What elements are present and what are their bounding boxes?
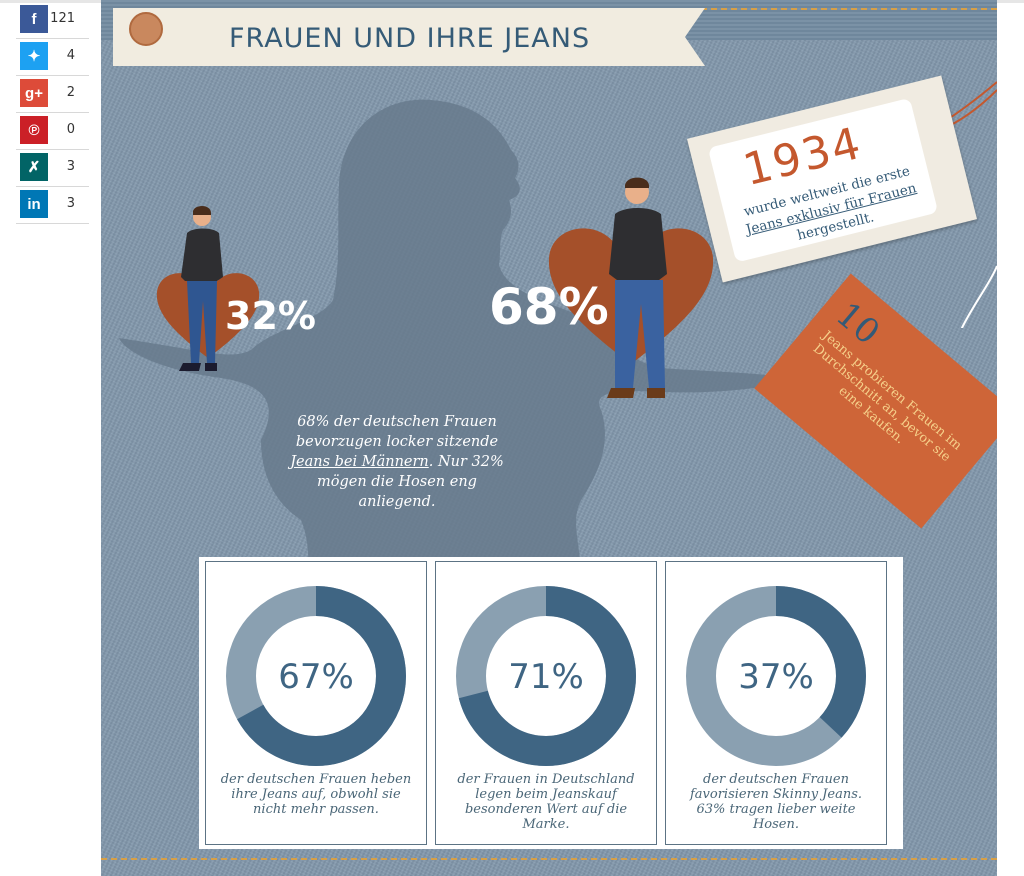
share-count: 3	[66, 196, 75, 211]
xing-icon[interactable]: ✗	[20, 153, 48, 181]
stat-cell: 37% der deutschen Frauen favorisieren Sk…	[665, 561, 887, 845]
share-count: 2	[66, 85, 75, 100]
jeans-preference-quote: 68% der deutschen Frauen bevorzugen lock…	[277, 412, 517, 512]
stat-cell: 67% der deutschen Frauen heben ihre Jean…	[205, 561, 427, 845]
slim-fit-percentage: 32%	[225, 294, 316, 338]
share-count: 0	[66, 122, 75, 137]
share-xing[interactable]: ✗ 3	[16, 150, 89, 187]
donut-arc	[226, 586, 406, 766]
title-banner: FRAUEN UND IHRE JEANS	[113, 8, 665, 66]
share-google-plus[interactable]: g+ 2	[16, 76, 89, 113]
share-linkedin[interactable]: in 3	[16, 187, 89, 224]
stat-description: der Frauen in Deutschland legen beim Jea…	[457, 772, 635, 832]
pinterest-icon[interactable]: ℗	[20, 116, 48, 144]
seam-stitching	[661, 8, 997, 10]
facebook-icon[interactable]: f	[20, 5, 48, 33]
share-count: 3	[66, 159, 75, 174]
donut-percent: 71%	[508, 657, 584, 697]
share-facebook[interactable]: f 121	[16, 2, 89, 39]
statistics-panel: 67% der deutschen Frauen heben ihre Jean…	[199, 557, 903, 849]
loose-fit-man-figure	[607, 177, 667, 398]
donut-chart: 71%	[456, 586, 636, 766]
stat-cell: 71% der Frauen in Deutschland legen beim…	[435, 561, 657, 845]
donut-arc	[686, 586, 866, 766]
quote-text-end: . Nur 32% mögen die Hosen eng anliegend.	[317, 454, 504, 510]
linkedin-icon[interactable]: in	[20, 190, 48, 218]
donut-chart: 37%	[686, 586, 866, 766]
bottom-seam-stitching	[101, 858, 997, 860]
twitter-icon[interactable]: ✦	[20, 42, 48, 70]
woman-silhouette	[119, 99, 801, 570]
slim-fit-man-figure	[179, 205, 223, 371]
donut-percent: 67%	[278, 657, 354, 697]
stat-description: der deutschen Frauen heben ihre Jeans au…	[220, 772, 412, 817]
stat-description: der deutschen Frauen favorisieren Skinny…	[689, 772, 863, 832]
quote-text-start: 68% der deutschen Frauen bevorzugen lock…	[295, 414, 499, 450]
donut-arc	[456, 586, 636, 766]
share-pinterest[interactable]: ℗ 0	[16, 113, 89, 150]
banner-tail	[665, 8, 705, 66]
google-plus-icon[interactable]: g+	[20, 79, 48, 107]
infographic: 32% 68% 68% der deutschen Frauen bevorzu…	[101, 0, 997, 876]
quote-link[interactable]: Jeans bei Männern	[290, 454, 429, 470]
share-count: 4	[66, 48, 75, 63]
social-share-bar: f 121 ✦ 4 g+ 2 ℗ 0 ✗ 3 in 3	[16, 2, 89, 224]
donut-chart: 67%	[226, 586, 406, 766]
share-twitter[interactable]: ✦ 4	[16, 39, 89, 76]
infographic-title: FRAUEN UND IHRE JEANS	[229, 23, 591, 54]
loose-fit-percentage: 68%	[489, 278, 609, 336]
rivet-button-icon	[129, 12, 163, 46]
share-count: 121	[50, 11, 75, 26]
donut-percent: 37%	[738, 657, 814, 697]
